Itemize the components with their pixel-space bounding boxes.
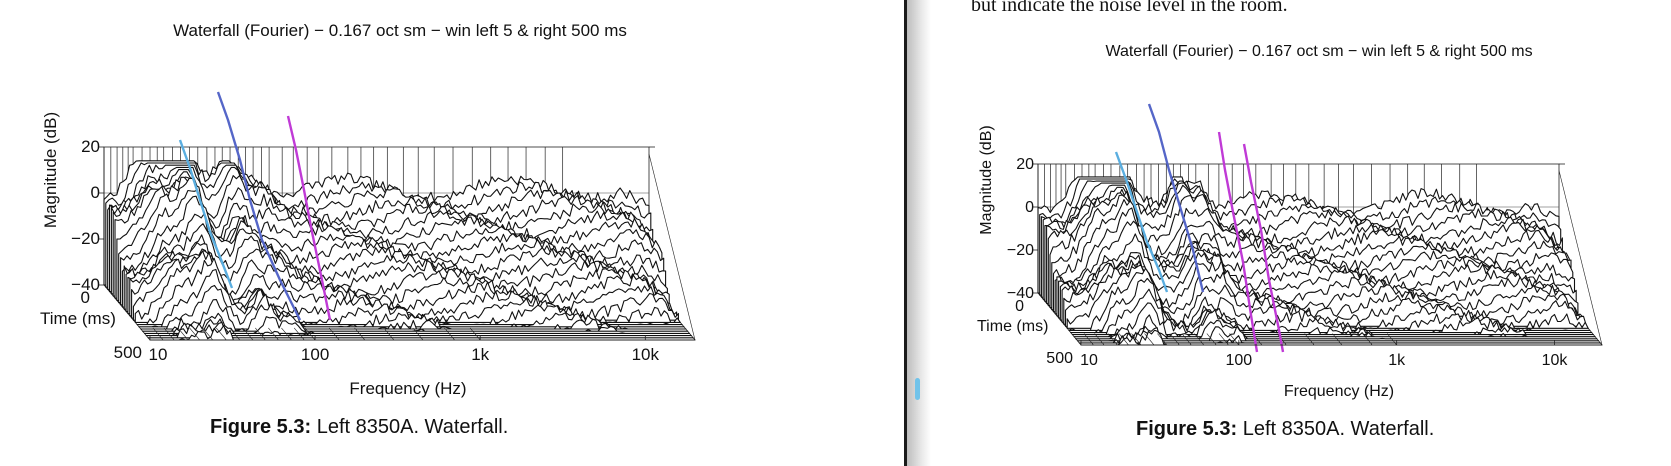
right-side-edge [1558, 170, 1603, 346]
floor-line [1362, 333, 1373, 346]
highlight-ridge [1147, 103, 1205, 293]
floor-line [177, 327, 189, 341]
y-tick-label: 20 [1016, 156, 1034, 173]
highlight-ridge [1114, 151, 1169, 293]
caption-label: Figure 5.3: [1136, 418, 1238, 440]
y-tick-label: 20 [81, 137, 100, 156]
waterfall-slice [1075, 314, 1598, 340]
floor-line [255, 327, 266, 341]
x-axis-label: Frequency (Hz) [1284, 383, 1394, 400]
floor-line [444, 327, 455, 341]
floor-line [1118, 333, 1129, 346]
x-tick-label: 10k [632, 345, 660, 364]
floor-line [1094, 333, 1105, 346]
y-tick-label: 0 [91, 183, 100, 202]
waterfall-chart-left: Waterfall (Fourier) − 0.167 oct sm − win… [40, 21, 696, 398]
floor-line [1131, 333, 1142, 346]
x-axis-label: Frequency (Hz) [349, 379, 466, 398]
floor-line [268, 327, 279, 341]
y-tick-label: −40 [71, 275, 100, 294]
y-tick-label: −20 [71, 229, 100, 248]
floor-line [383, 327, 395, 341]
floor-line [328, 327, 340, 341]
floor-line [1229, 333, 1240, 346]
floor-line [242, 327, 254, 341]
right-side-edge [648, 153, 696, 341]
z-tick-label: 0 [81, 288, 90, 307]
x-tick-label: 10 [149, 345, 168, 364]
waterfall-slice [1071, 288, 1594, 336]
floor-line [281, 327, 292, 341]
floor-line [1169, 333, 1180, 346]
floor-line [229, 327, 241, 341]
z-axis-label: Time (ms) [40, 309, 116, 328]
figure-caption-right: Figure 5.3: Left 8350A. Waterfall. [1136, 418, 1434, 441]
highlight-ridge [1242, 143, 1285, 353]
floor-line [1083, 333, 1094, 346]
floor-line [293, 327, 305, 341]
floor-line [215, 327, 227, 341]
highlight-ridge [178, 139, 234, 289]
floor-line [1304, 333, 1315, 346]
z-tick-label: 500 [114, 343, 142, 362]
floor-line [202, 327, 214, 341]
waterfall-slice [1070, 277, 1593, 334]
caption-text: Left 8350A. Waterfall. [1237, 418, 1435, 440]
floor-line [304, 327, 316, 341]
floor-line [1206, 333, 1217, 346]
left-document-page: Waterfall (Fourier) − 0.167 oct sm − win… [40, 21, 696, 439]
x-tick-label: 10k [1542, 352, 1569, 369]
floor-line [1218, 333, 1229, 346]
waterfall-slice [1073, 302, 1596, 338]
figure-caption-left: Figure 5.3: Left 8350A. Waterfall. [210, 416, 508, 439]
y-tick-label: −20 [1007, 242, 1034, 259]
highlight-ridge [286, 115, 332, 321]
x-tick-label: 100 [301, 345, 329, 364]
x-tick-label: 100 [1225, 352, 1252, 369]
caption-text: Left 8350A. Waterfall. [311, 416, 509, 438]
waterfall-slice [142, 299, 689, 332]
floor-line [412, 327, 424, 341]
scroll-handle[interactable] [915, 378, 920, 400]
y-axis-label: Magnitude (dB) [41, 112, 60, 228]
chart-title: Waterfall (Fourier) − 0.167 oct sm − win… [173, 21, 627, 40]
floor-line [1157, 333, 1168, 346]
floor-line [152, 327, 164, 341]
page-divider [904, 0, 907, 466]
x-tick-label: 10 [1080, 352, 1098, 369]
z-tick-label: 0 [1015, 298, 1024, 315]
floor-line [1386, 333, 1397, 346]
waterfall-chart-right: Waterfall (Fourier) − 0.167 oct sm − win… [977, 43, 1603, 400]
floor-line [1181, 333, 1192, 346]
floor-line [1194, 333, 1205, 346]
chart-title: Waterfall (Fourier) − 0.167 oct sm − win… [1105, 43, 1532, 60]
floor-line [354, 327, 366, 341]
y-tick-label: 0 [1025, 199, 1034, 216]
floor-line [163, 327, 175, 341]
floor-line [189, 327, 200, 341]
floor-line [1332, 333, 1343, 346]
z-tick-label: 500 [1046, 350, 1073, 367]
x-tick-label: 1k [471, 345, 489, 364]
body-text-line: but indicate the noise level in the room… [971, 0, 1288, 16]
highlight-ridge [1217, 131, 1259, 353]
caption-label: Figure 5.3: [210, 416, 312, 438]
x-tick-label: 1k [1388, 352, 1406, 369]
z-axis-label: Time (ms) [977, 318, 1048, 335]
y-axis-label: Magnitude (dB) [978, 125, 995, 234]
floor-line [1144, 333, 1155, 346]
right-document-page: but indicate the noise level in the room… [931, 0, 1671, 466]
floor-line [1107, 333, 1118, 346]
highlight-ridge [216, 91, 302, 321]
y-tick-label: −40 [1007, 285, 1034, 302]
floor-line [469, 327, 481, 341]
